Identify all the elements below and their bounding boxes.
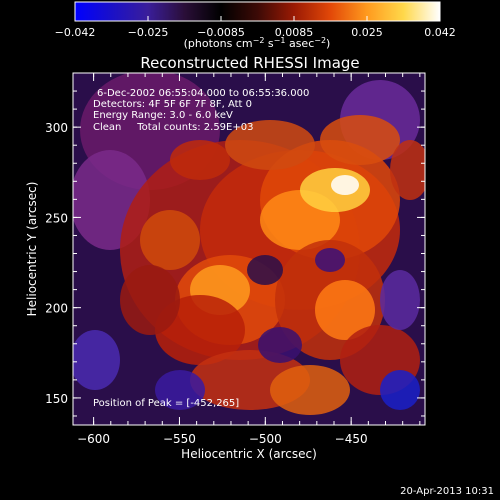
x-tick-label: −550 <box>163 432 196 446</box>
y-tick-label: 150 <box>45 392 68 406</box>
x-tick-label: −500 <box>249 432 282 446</box>
colorbar-tick-label: 0.0085 <box>275 26 314 39</box>
y-tick-label: 250 <box>45 211 68 225</box>
colorbar-ticks: −0.042 −0.025 −0.0085 0.0085 0.025 0.042 <box>55 16 456 39</box>
colorbar-tick-label: 0.042 <box>424 26 456 39</box>
y-axis-label: Heliocentric Y (arcsec) <box>25 182 39 317</box>
annotation-energy: Energy Range: 3.0 - 6.0 keV <box>93 110 233 121</box>
colorbar-tick-label: 0.025 <box>351 26 383 39</box>
axis-ticks: −600 −550 −500 −450 150 200 250 300 <box>45 72 425 446</box>
colorbar-tick-label: −0.0085 <box>197 26 245 39</box>
annotation-detectors: Detectors: 4F 5F 6F 7F 8F, Att 0 <box>93 99 252 110</box>
annotation-time-range: 6-Dec-2002 06:55:04.000 to 06:55:36.000 <box>97 88 309 99</box>
x-tick-label: −450 <box>335 432 368 446</box>
y-tick-label: 300 <box>45 121 68 135</box>
heatmap <box>73 73 425 425</box>
colorbar-tick-label: −0.042 <box>55 26 96 39</box>
colorbar-units: (photons cm−2 s−1 asec−2) <box>184 36 331 50</box>
chart-title: Reconstructed RHESSI Image <box>140 54 359 72</box>
colorbar-tick-label: −0.025 <box>128 26 169 39</box>
y-tick-label: 200 <box>45 302 68 316</box>
annotations: 6-Dec-2002 06:55:04.000 to 06:55:36.000 … <box>93 88 309 409</box>
annotation-clean: Clean Total counts: 2.59E+03 <box>93 122 253 133</box>
x-axis-label: Heliocentric X (arcsec) <box>181 447 317 461</box>
plot-frame <box>72 72 426 426</box>
x-tick-label: −600 <box>77 432 110 446</box>
colorbar: −0.042 −0.025 −0.0085 0.0085 0.025 0.042 (pho… <box>55 1 456 50</box>
annotation-peak: Position of Peak = [-452,265] <box>93 398 239 409</box>
footer-timestamp: 20-Apr-2013 10:31 <box>400 486 494 497</box>
colorbar-strip <box>74 1 441 22</box>
